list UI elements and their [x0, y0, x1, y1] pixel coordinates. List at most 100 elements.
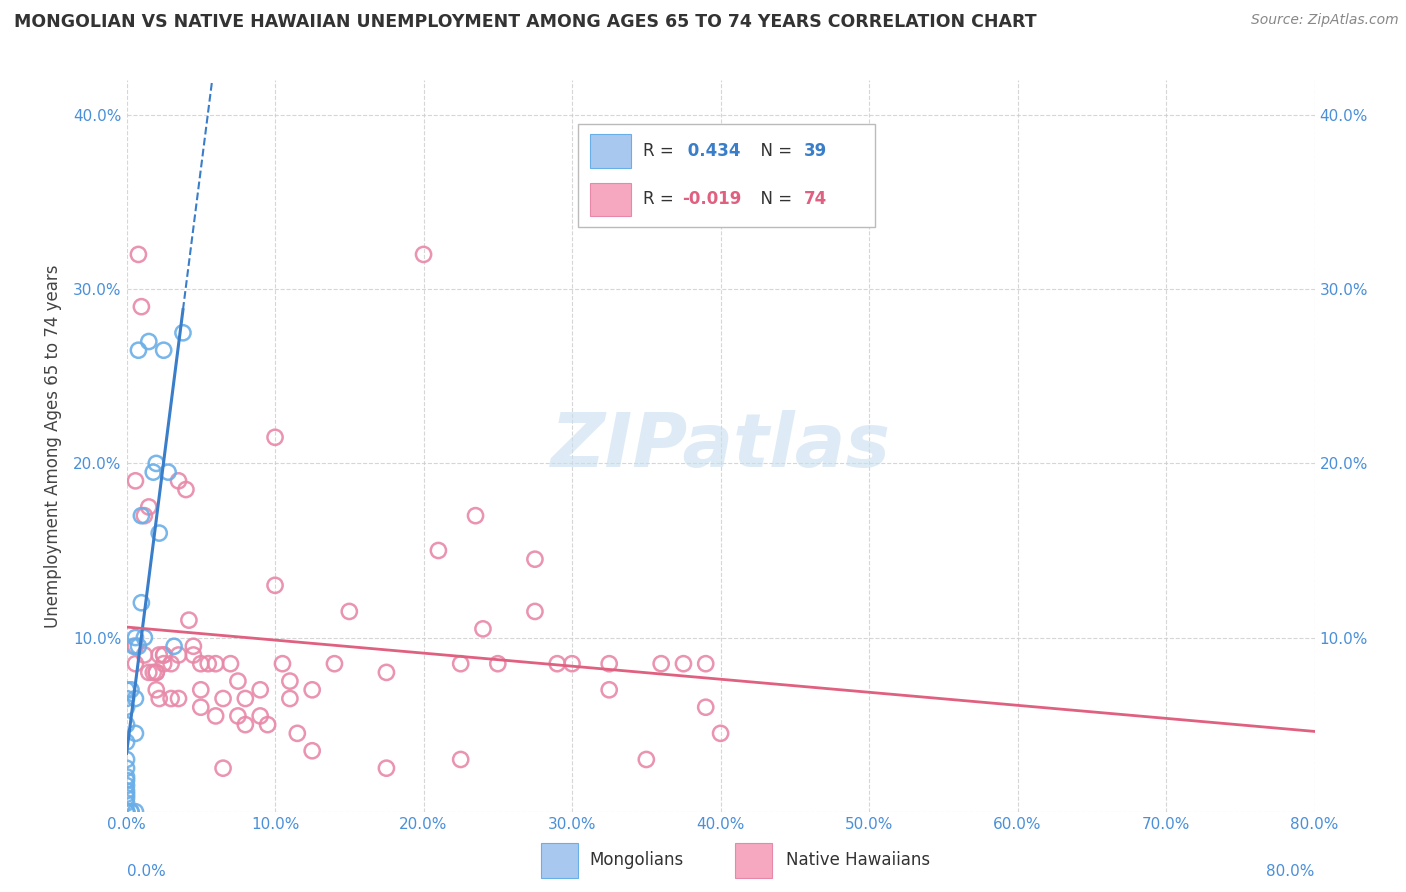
FancyBboxPatch shape	[735, 843, 772, 878]
Point	[115, 805, 138, 819]
Point	[131, 300, 153, 314]
Point	[412, 247, 434, 261]
Point	[190, 657, 212, 671]
Point	[115, 735, 138, 749]
Point	[115, 805, 138, 819]
Point	[561, 657, 583, 671]
Point	[115, 770, 138, 784]
Point	[427, 543, 450, 558]
Point	[650, 657, 672, 671]
Point	[145, 457, 167, 471]
FancyBboxPatch shape	[591, 135, 631, 169]
Text: 0.434: 0.434	[682, 143, 741, 161]
Point	[115, 784, 138, 798]
Point	[115, 779, 138, 793]
Point	[174, 483, 197, 497]
Text: 39: 39	[804, 143, 827, 161]
Point	[233, 691, 256, 706]
Point	[160, 691, 183, 706]
Point	[134, 631, 156, 645]
Point	[148, 691, 170, 706]
Point	[163, 640, 186, 654]
Text: Source: ZipAtlas.com: Source: ZipAtlas.com	[1251, 13, 1399, 28]
Point	[127, 247, 149, 261]
Point	[157, 465, 180, 479]
Text: 74: 74	[804, 190, 827, 209]
Text: Native Hawaiians: Native Hawaiians	[786, 851, 931, 870]
Point	[323, 657, 346, 671]
Point	[167, 648, 190, 662]
Text: R =: R =	[644, 143, 679, 161]
Point	[145, 682, 167, 697]
Point	[115, 790, 138, 805]
Text: R =: R =	[644, 190, 679, 209]
Point	[249, 682, 271, 697]
Point	[124, 691, 146, 706]
Point	[131, 596, 153, 610]
Point	[278, 691, 301, 706]
Point	[264, 578, 287, 592]
Point	[471, 622, 495, 636]
Text: 0.0%: 0.0%	[127, 863, 166, 879]
Point	[124, 640, 146, 654]
Point	[124, 726, 146, 740]
Text: 80.0%: 80.0%	[1267, 863, 1315, 879]
Point	[160, 657, 183, 671]
Point	[124, 805, 146, 819]
Text: MONGOLIAN VS NATIVE HAWAIIAN UNEMPLOYMENT AMONG AGES 65 TO 74 YEARS CORRELATION : MONGOLIAN VS NATIVE HAWAIIAN UNEMPLOYMEN…	[14, 13, 1036, 31]
Point	[127, 343, 149, 358]
Point	[450, 752, 472, 766]
Point	[124, 631, 146, 645]
Point	[152, 648, 174, 662]
Point	[464, 508, 486, 523]
Point	[546, 657, 568, 671]
Point	[115, 682, 138, 697]
Point	[375, 665, 398, 680]
Point	[120, 805, 142, 819]
Point	[226, 709, 249, 723]
Point	[212, 761, 235, 775]
FancyBboxPatch shape	[591, 183, 631, 217]
Point	[148, 526, 170, 541]
Point	[127, 640, 149, 654]
Point	[115, 805, 138, 819]
Point	[486, 657, 509, 671]
Point	[271, 657, 294, 671]
Point	[152, 657, 174, 671]
Point	[138, 665, 160, 680]
Text: N =: N =	[751, 190, 797, 209]
Point	[115, 717, 138, 731]
Point	[226, 674, 249, 689]
Point	[148, 648, 170, 662]
Point	[131, 508, 153, 523]
Point	[142, 665, 165, 680]
Point	[115, 752, 138, 766]
Point	[523, 552, 546, 566]
Point	[450, 657, 472, 671]
Point	[167, 691, 190, 706]
Point	[134, 508, 156, 523]
Point	[523, 604, 546, 618]
Point	[598, 657, 620, 671]
FancyBboxPatch shape	[541, 843, 578, 878]
Point	[145, 665, 167, 680]
Point	[115, 761, 138, 775]
Point	[256, 717, 278, 731]
Point	[278, 674, 301, 689]
Point	[233, 717, 256, 731]
Point	[142, 465, 165, 479]
Point	[172, 326, 194, 340]
Point	[124, 474, 146, 488]
Point	[115, 700, 138, 714]
Point	[145, 665, 167, 680]
Point	[190, 700, 212, 714]
Point	[190, 682, 212, 697]
Text: Mongolians: Mongolians	[589, 851, 683, 870]
Point	[183, 640, 205, 654]
Point	[337, 604, 360, 618]
Point	[636, 752, 658, 766]
Point	[115, 805, 138, 819]
Point	[709, 726, 731, 740]
Point	[115, 773, 138, 788]
Point	[115, 796, 138, 810]
